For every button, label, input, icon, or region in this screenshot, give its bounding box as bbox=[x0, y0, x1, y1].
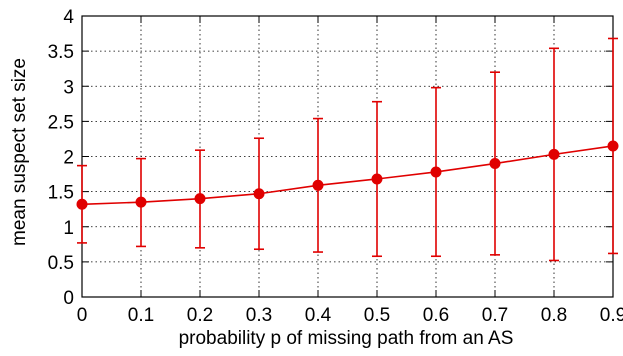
y-tick-label: 3.5 bbox=[48, 42, 74, 63]
x-tick-label: 0.9 bbox=[600, 305, 623, 326]
x-tick-label: 0.3 bbox=[246, 305, 272, 326]
x-tick-label: 0.4 bbox=[305, 305, 332, 326]
grid bbox=[82, 16, 613, 297]
data-point bbox=[371, 173, 383, 185]
series-line bbox=[81, 145, 614, 206]
x-tick-label: 0.6 bbox=[423, 305, 449, 326]
data-point bbox=[489, 158, 501, 170]
x-tick-label: 0.5 bbox=[364, 305, 390, 326]
y-tick-label: 0.5 bbox=[48, 253, 74, 274]
data-point bbox=[430, 166, 442, 178]
y-axis-label: mean suspect set size bbox=[9, 58, 30, 246]
y-tick-label: 3 bbox=[63, 77, 74, 98]
data-point bbox=[607, 140, 619, 152]
data-point bbox=[253, 188, 265, 200]
x-tick-label: 0.8 bbox=[541, 305, 567, 326]
data-point bbox=[135, 196, 147, 208]
axes: 0 0.1 0.2 0.3 0.4 0.5 0.6 0.7 0.8 0.9 0 0.5 1 1.5 2 2.5… bbox=[48, 7, 623, 326]
data-point bbox=[76, 198, 88, 210]
series bbox=[76, 37, 619, 262]
y-tick-label: 2.5 bbox=[48, 112, 74, 133]
data-point bbox=[548, 148, 560, 160]
y-tick-label: 2 bbox=[63, 148, 74, 169]
x-axis-label: probability p of missing path from an AS bbox=[179, 328, 514, 349]
y-tick-label: 1.5 bbox=[48, 183, 74, 204]
x-tick-label: 0.2 bbox=[187, 305, 213, 326]
y-tick-label: 4 bbox=[63, 7, 74, 28]
x-tick-label: 0.1 bbox=[128, 305, 154, 326]
x-tick-label: 0 bbox=[77, 305, 88, 326]
x-tick-label: 0.7 bbox=[482, 305, 508, 326]
y-tick-label: 0 bbox=[63, 288, 74, 309]
data-point bbox=[312, 179, 324, 191]
data-point bbox=[194, 193, 206, 205]
y-tick-label: 1 bbox=[63, 218, 74, 239]
